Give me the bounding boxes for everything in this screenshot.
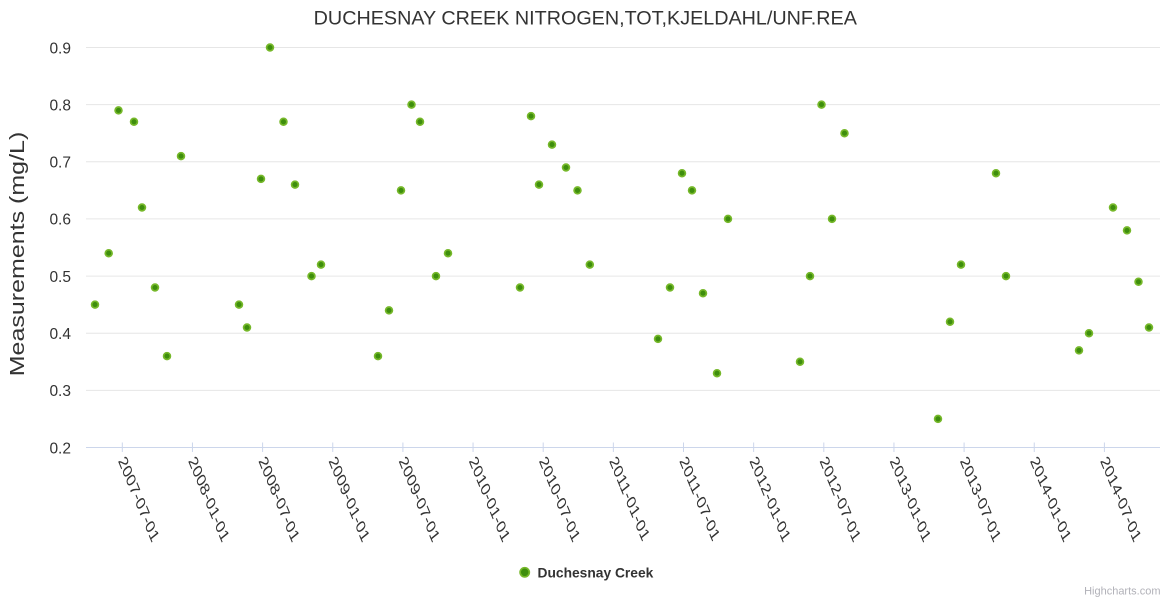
svg-text:Measurements (mg/L): Measurements (mg/L) — [5, 132, 28, 377]
svg-text:Duchesnay Creek: Duchesnay Creek — [538, 566, 654, 581]
svg-text:0.5: 0.5 — [49, 269, 71, 286]
svg-text:Highcharts.com: Highcharts.com — [1084, 586, 1160, 598]
svg-text:0.8: 0.8 — [49, 97, 71, 114]
svg-text:DUCHESNAY CREEK NITROGEN,TOT,K: DUCHESNAY CREEK NITROGEN,TOT,KJELDAHL/UN… — [314, 8, 858, 30]
svg-text:0.7: 0.7 — [49, 155, 71, 172]
svg-text:0.6: 0.6 — [49, 212, 71, 229]
svg-text:0.2: 0.2 — [49, 440, 71, 457]
svg-text:0.4: 0.4 — [49, 326, 71, 343]
svg-text:0.9: 0.9 — [49, 40, 71, 57]
svg-text:0.3: 0.3 — [49, 383, 71, 400]
